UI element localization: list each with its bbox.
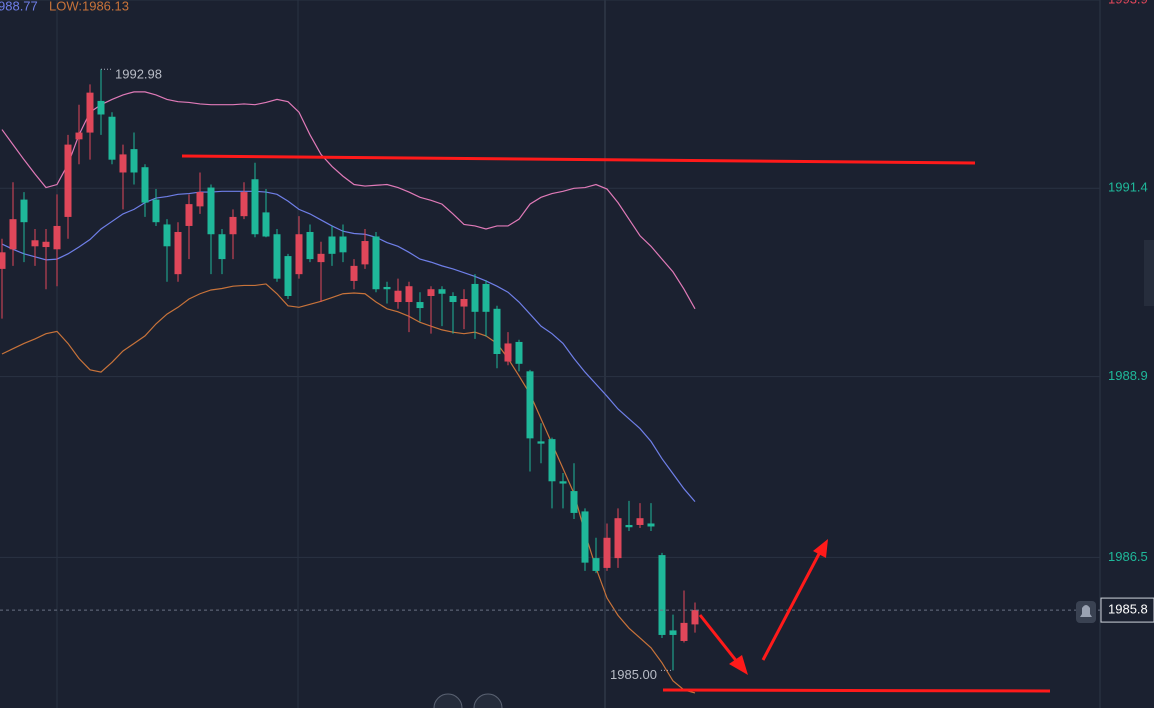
candle-body (108, 116, 116, 160)
candle-body (240, 192, 248, 217)
candle-body (647, 523, 655, 527)
candle-body (163, 224, 171, 247)
indicator-label: LOW:1986.13 (49, 0, 129, 13)
annotations (181, 154, 1051, 693)
candle-body (658, 555, 666, 635)
scroll-right-button[interactable] (473, 693, 503, 708)
candle-body (614, 518, 622, 559)
candle-body (207, 187, 215, 235)
candle-body (229, 216, 237, 235)
candle-body (328, 236, 336, 254)
candle-body (636, 518, 644, 525)
candle-body (42, 241, 50, 248)
candle-body (119, 154, 127, 173)
arrow-up (761, 551, 822, 661)
candle-body (669, 630, 677, 635)
arrow-head (813, 539, 828, 558)
candle-body (394, 290, 402, 303)
candle-body (9, 219, 17, 250)
candle-body (691, 610, 699, 625)
candle-body (537, 441, 545, 444)
side-tab[interactable] (1144, 240, 1154, 306)
candle-body (218, 234, 226, 260)
candle-body (86, 92, 94, 133)
y-tick-label: 1986.5 (1108, 549, 1148, 564)
candle-body (416, 302, 424, 309)
candle-body (130, 149, 138, 173)
candle-body (372, 236, 380, 290)
candle-body (97, 100, 105, 115)
support-line (662, 688, 1051, 693)
candle-body (0, 252, 6, 269)
candle-body (339, 236, 347, 253)
candle-body (53, 225, 61, 250)
candle-body (471, 283, 479, 312)
last-price-box (1100, 597, 1154, 623)
candle-body (493, 308, 501, 354)
y-tick-label: 1993.9 (1108, 0, 1148, 6)
candle-body (31, 240, 39, 247)
candle-body (295, 234, 303, 275)
candle-body (196, 192, 204, 207)
candle-body (350, 265, 358, 281)
candle-body (20, 199, 28, 223)
candle-body (273, 234, 281, 279)
candle-body (306, 231, 314, 260)
max-label: 1992.98 (115, 67, 162, 82)
candle-body (559, 481, 567, 484)
candle-body (460, 299, 468, 307)
candle-body (64, 144, 72, 217)
candle-body (141, 167, 149, 203)
plot (0, 0, 1100, 694)
band-line (1, 91, 696, 310)
arrow-head (729, 655, 748, 675)
candle-body (427, 289, 435, 297)
candle-body (284, 256, 292, 297)
controls (433, 240, 1154, 708)
candle-body (438, 289, 446, 294)
min-label: 1985.00 (610, 667, 657, 682)
candle-body (262, 212, 270, 237)
candle-body (526, 371, 534, 439)
arrow-down (698, 614, 740, 664)
candle-body (185, 204, 193, 226)
grid (56, 0, 1101, 708)
y-tick-label: 1988.9 (1108, 368, 1148, 383)
resistance-line (181, 154, 976, 165)
candle-body (251, 179, 259, 235)
band-line (1, 283, 696, 694)
candle-body (570, 491, 578, 513)
candle-body (625, 524, 633, 528)
y-tick-label: 1991.4 (1108, 180, 1148, 195)
candle-body (504, 343, 512, 362)
candle-body (592, 558, 600, 571)
labels: 1993.9 1991.4 1988.9 1986.5 1985.8 1992.98 198… (0, 0, 1154, 682)
bell-icon (1080, 605, 1092, 617)
candle-body (174, 231, 182, 275)
scroll-left-button[interactable] (433, 693, 463, 708)
candle-body (152, 199, 160, 223)
candle-body (680, 622, 688, 641)
candle-body (581, 511, 589, 563)
candle-body (75, 132, 83, 140)
candle-body (383, 286, 391, 290)
candle-body (603, 537, 611, 568)
candle-body (515, 341, 523, 364)
band-line (1, 190, 696, 503)
candle-body (449, 296, 457, 303)
candle-body (405, 286, 413, 303)
candle-body (482, 283, 490, 312)
last-price-label: 1985.8 (1108, 602, 1148, 617)
indicator-label: 988.77 (0, 0, 38, 13)
candle-body (548, 439, 556, 482)
candle-body (361, 241, 369, 265)
candle-body (317, 253, 325, 263)
